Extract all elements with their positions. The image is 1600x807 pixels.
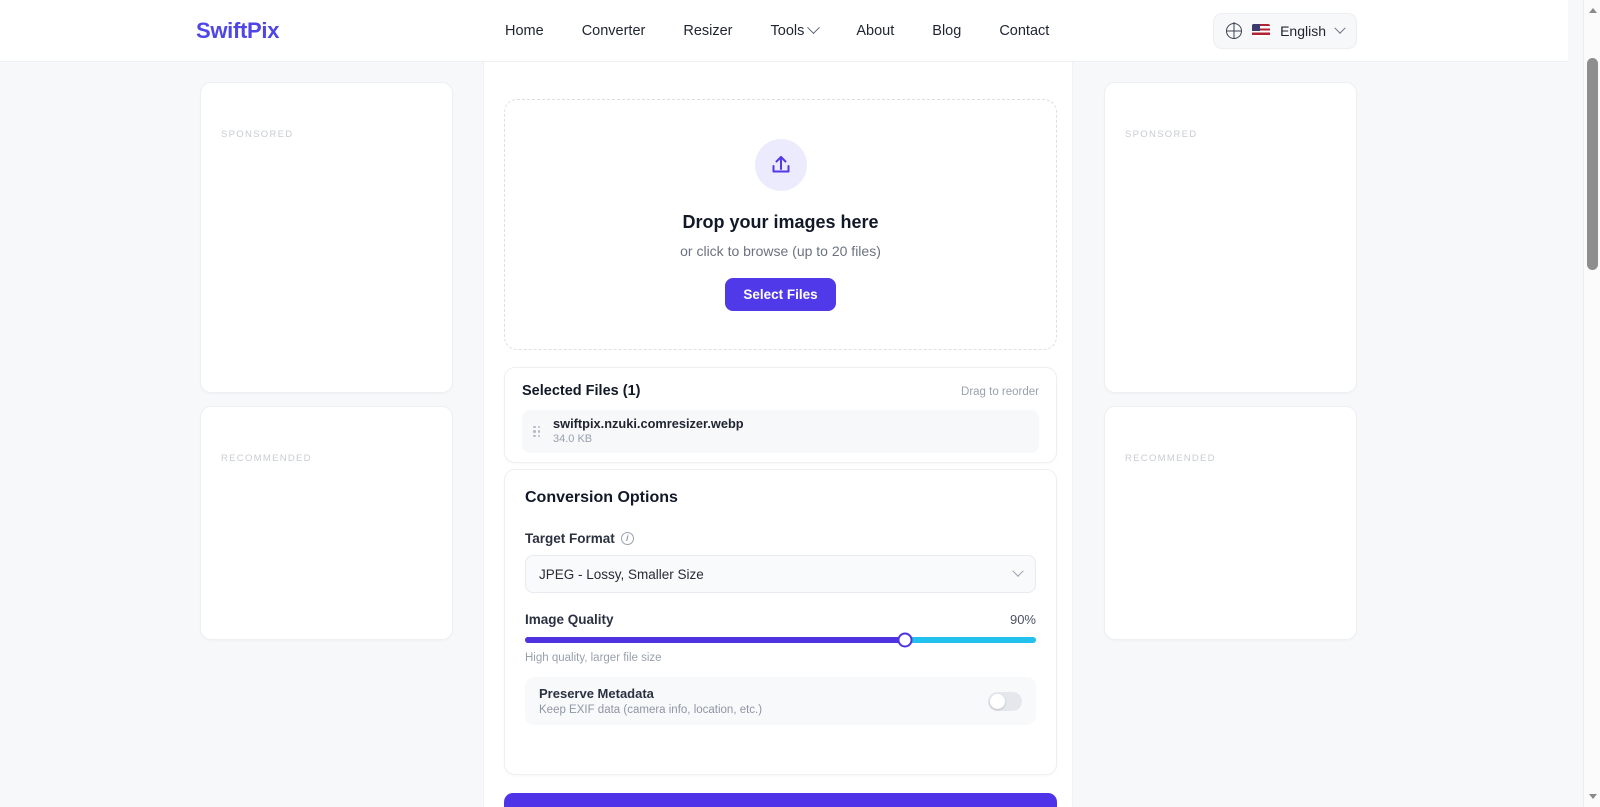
main-navigation: Home Converter Resizer Tools About Blog … (505, 21, 1049, 39)
info-icon[interactable]: i (620, 532, 634, 545)
nav-item-resizer[interactable]: Resizer (683, 23, 732, 39)
dropzone-subtitle: or click to browse (up to 20 files) (680, 242, 881, 259)
chevron-down-icon (807, 21, 821, 35)
scrollbar-thumb[interactable] (1587, 58, 1598, 270)
language-label: English (1280, 22, 1326, 39)
language-selector[interactable]: English (1213, 12, 1357, 49)
globe-icon (1226, 22, 1243, 39)
scroll-up-arrow-icon[interactable] (1584, 2, 1600, 19)
target-format-label-row: Target Format i (525, 531, 1036, 546)
main-content-column: Drop your images here or click to browse… (483, 62, 1073, 807)
preserve-metadata-text: Preserve Metadata Keep EXIF data (camera… (539, 686, 762, 716)
site-logo[interactable]: SwiftPix (196, 17, 280, 43)
drag-to-reorder-hint: Drag to reorder (961, 386, 1039, 398)
file-dropzone[interactable]: Drop your images here or click to browse… (504, 99, 1057, 350)
us-flag-icon (1252, 24, 1271, 37)
nav-item-home[interactable]: Home (505, 23, 544, 39)
left-ad-column: SPONSORED RECOMMENDED (200, 82, 453, 640)
nav-label-blog: Blog (932, 22, 962, 39)
preserve-metadata-row: Preserve Metadata Keep EXIF data (camera… (525, 677, 1036, 725)
page-scrollbar[interactable] (1583, 0, 1600, 807)
conversion-options-card: Conversion Options Target Format i JPEG … (504, 469, 1057, 775)
nav-item-tools[interactable]: Tools (770, 21, 821, 39)
ad-slot-sponsored-left[interactable]: SPONSORED (200, 82, 453, 393)
slider-thumb[interactable] (897, 632, 913, 648)
image-quality-slider[interactable] (525, 632, 1036, 648)
nav-item-contact[interactable]: Contact (999, 23, 1049, 39)
selected-files-card: Selected Files (1) Drag to reorder swift… (504, 367, 1057, 463)
preserve-metadata-subtitle: Keep EXIF data (camera info, location, e… (539, 704, 763, 716)
ad-label-recommended: RECOMMENDED (1125, 453, 1216, 464)
nav-label-tools: Tools (770, 22, 805, 39)
drag-handle-icon[interactable] (533, 425, 540, 438)
site-header: SwiftPix Home Converter Resizer Tools Ab… (0, 0, 1568, 62)
file-size: 34.0 KB (553, 432, 593, 445)
ad-label-recommended: RECOMMENDED (221, 453, 312, 464)
dropzone-title: Drop your images here (682, 211, 879, 232)
ad-label-sponsored: SPONSORED (1125, 129, 1198, 140)
chevron-down-icon (1012, 565, 1024, 577)
nav-label-home: Home (505, 22, 544, 39)
selected-files-header: Selected Files (1) Drag to reorder (522, 383, 1039, 399)
ad-slot-recommended-right[interactable]: RECOMMENDED (1104, 406, 1357, 640)
chevron-down-icon (1334, 22, 1346, 34)
nav-label-converter: Converter (581, 22, 646, 39)
ad-slot-sponsored-right[interactable]: SPONSORED (1104, 82, 1357, 393)
scroll-down-arrow-icon[interactable] (1584, 788, 1600, 805)
ad-slot-recommended-left[interactable]: RECOMMENDED (200, 406, 453, 640)
preserve-metadata-title: Preserve Metadata (539, 686, 654, 701)
file-info: swiftpix.nzuki.comresizer.webp 34.0 KB (553, 416, 744, 448)
toggle-knob (990, 693, 1005, 709)
nav-label-contact: Contact (999, 22, 1050, 39)
target-format-select[interactable]: JPEG - Lossy, Smaller Size (525, 555, 1036, 593)
conversion-options-title: Conversion Options (525, 489, 678, 506)
image-quality-row: Image Quality 90% (525, 612, 1036, 627)
target-format-value: JPEG - Lossy, Smaller Size (539, 566, 704, 582)
selected-files-title: Selected Files (1) (522, 383, 641, 399)
image-quality-note: High quality, larger file size (525, 652, 662, 664)
nav-item-about[interactable]: About (856, 23, 894, 39)
nav-item-converter[interactable]: Converter (582, 23, 646, 39)
ad-label-sponsored: SPONSORED (221, 129, 294, 140)
select-files-button[interactable]: Select Files (725, 277, 836, 311)
nav-label-about: About (856, 22, 895, 39)
image-quality-label: Image Quality (525, 612, 614, 627)
slider-fill (525, 637, 905, 643)
right-ad-column: SPONSORED RECOMMENDED (1104, 82, 1357, 640)
upload-icon (772, 155, 789, 172)
nav-label-resizer: Resizer (683, 22, 733, 39)
target-format-label: Target Format (525, 531, 615, 546)
preserve-metadata-toggle[interactable] (988, 691, 1022, 711)
image-quality-value: 90% (1009, 612, 1036, 627)
file-name: swiftpix.nzuki.comresizer.webp (553, 415, 744, 431)
upload-icon-badge (754, 138, 807, 191)
nav-item-blog[interactable]: Blog (932, 23, 961, 39)
file-list-item[interactable]: swiftpix.nzuki.comresizer.webp 34.0 KB (522, 410, 1039, 453)
convert-button[interactable]: Convert to JPEG (504, 793, 1057, 807)
